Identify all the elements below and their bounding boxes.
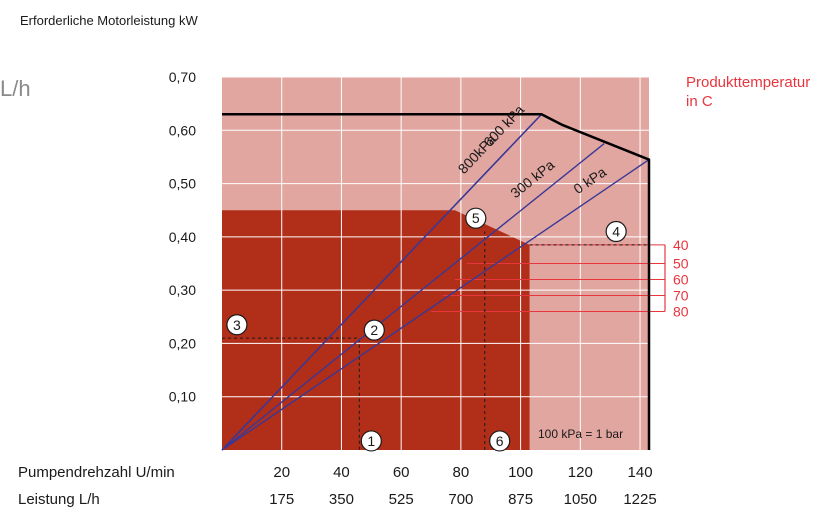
- y-axis-label-partial: L/h: [0, 76, 31, 101]
- x-tick-label-speed: 140: [628, 464, 653, 481]
- chart-title: Erforderliche Motorleistung kW: [20, 13, 198, 28]
- x-tick-label-speed: 80: [453, 464, 470, 481]
- x-tick-label-speed: 20: [273, 464, 290, 481]
- marker-circle: [605, 220, 627, 243]
- x-axis-label-speed: Pumpendrehzahl U/min: [18, 464, 175, 481]
- marker-circle: [465, 207, 487, 229]
- temperature-label: 80: [673, 303, 689, 319]
- x-axis-label-flow: Leistung L/h: [18, 491, 100, 508]
- x-tick-label-flow: 875: [508, 491, 533, 508]
- temperature-label: 40: [673, 237, 689, 253]
- temperature-label: 60: [673, 271, 689, 287]
- pressure-lines: [221, 113, 650, 451]
- temperature-label: 70: [673, 287, 689, 303]
- temperature-legend-unit: in C: [686, 93, 713, 110]
- pressure-line: [221, 143, 605, 451]
- marker-label: 2: [370, 322, 378, 338]
- x-tick-label-flow: 1050: [564, 491, 597, 508]
- x-tick-label-flow: 350: [329, 491, 354, 508]
- y-tick-label: 0,30: [169, 282, 196, 298]
- y-tick-label: 0,10: [169, 389, 196, 405]
- marker-label: 1: [367, 433, 375, 449]
- y-tick-label: 0,50: [169, 176, 196, 192]
- x-tick-label-flow: 700: [448, 491, 473, 508]
- x-tick-label-speed: 100: [508, 464, 533, 481]
- marker-circle: [360, 430, 382, 452]
- x-tick-label-flow: 525: [389, 491, 414, 508]
- y-tick-label: 0,70: [169, 69, 196, 85]
- y-tick-label: 0,20: [169, 335, 196, 351]
- guide-line-example-1: [222, 337, 360, 450]
- marker-label: 6: [496, 433, 504, 449]
- marker-circle: [489, 430, 511, 452]
- marker-circle: [226, 314, 248, 336]
- power-envelope: [222, 113, 651, 450]
- unit-note: 100 kPa = 1 bar: [538, 427, 623, 441]
- marker-label: 3: [233, 317, 241, 333]
- x-tick-label-speed: 120: [568, 464, 593, 481]
- annotation-markers: 1 2 3 4 5 6: [226, 207, 627, 452]
- temperature-label: 50: [673, 256, 689, 272]
- x-tick-label-speed: 40: [333, 464, 350, 481]
- pressure-line: [221, 113, 543, 451]
- guide-lines: [222, 231, 649, 450]
- temperature-legend-title: Produkttemperatur: [686, 74, 810, 91]
- envelope-line: [222, 113, 651, 450]
- pressure-line: [221, 159, 650, 451]
- marker-label: 5: [472, 210, 480, 226]
- x-tick-label-flow: 175: [269, 491, 294, 508]
- y-axis-ticks: 0,10 0,20 0,30 0,40 0,50 0,60 0,70: [169, 69, 196, 405]
- x-tick-label-speed: 60: [393, 464, 410, 481]
- x-tick-label-flow: 1225: [623, 491, 656, 508]
- temperature-lines: [431, 244, 665, 312]
- y-tick-label: 0,60: [169, 122, 196, 138]
- y-tick-label: 0,40: [169, 229, 196, 245]
- x-axis-ticks: 20 175 40 350 60 525 80 700 100 875 120 1050 140 1225: [269, 464, 657, 508]
- marker-label: 4: [612, 224, 620, 240]
- marker-circle: [363, 319, 385, 341]
